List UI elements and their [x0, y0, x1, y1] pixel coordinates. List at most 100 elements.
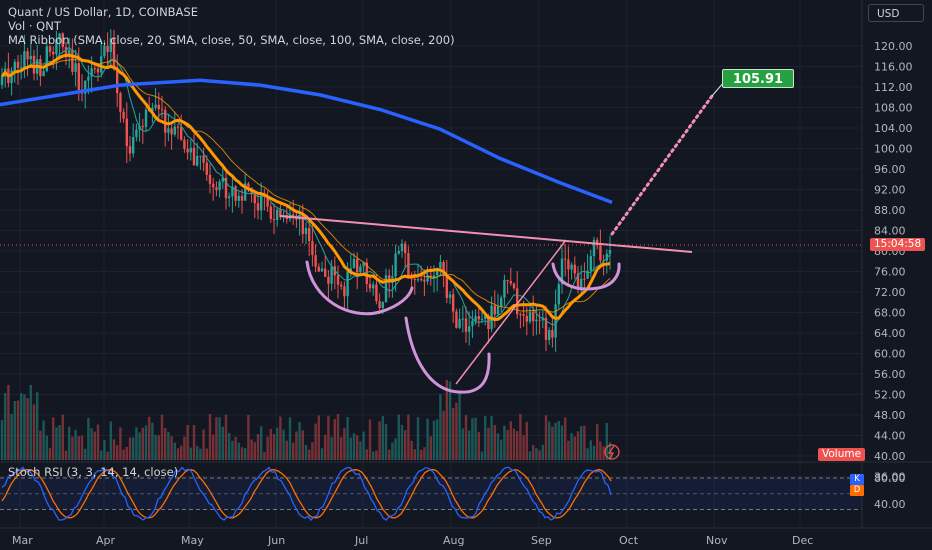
candle-body — [42, 71, 45, 77]
candle-body — [362, 262, 365, 267]
volume-bar — [602, 446, 605, 460]
volume-bar — [560, 425, 564, 460]
candle-body — [48, 46, 52, 52]
volume-bar — [500, 439, 503, 460]
candle-body — [32, 55, 36, 74]
volume-bar — [250, 439, 253, 460]
countdown-tag: 15:04:58 — [870, 238, 926, 251]
candle-body — [308, 227, 311, 242]
volume-bar — [605, 422, 608, 460]
candle-body — [548, 330, 551, 340]
volume-bar — [141, 427, 144, 460]
candle-body — [557, 284, 560, 305]
volume-bar — [346, 416, 349, 460]
candle-body — [58, 33, 61, 40]
volume-tag: Volume — [818, 448, 866, 461]
volume-bar — [429, 436, 432, 460]
moving-average-ribbon — [0, 46, 613, 326]
symbol-legend[interactable]: Quant / US Dollar, 1D, COINBASE — [8, 5, 198, 19]
candle-body — [394, 253, 397, 277]
volume-bar — [349, 437, 352, 460]
candle-body — [468, 326, 471, 332]
volume-bar — [532, 445, 535, 460]
candle-body — [68, 49, 71, 57]
candle-body — [506, 280, 509, 282]
volume-bar — [388, 449, 391, 460]
candle-body — [119, 93, 122, 112]
candle-body — [413, 279, 416, 281]
candle-body — [71, 49, 74, 72]
volume-bar — [279, 416, 282, 460]
volume-bar — [125, 446, 128, 460]
volume-bar — [138, 432, 141, 460]
candle-body — [522, 314, 525, 316]
candle-body — [596, 239, 599, 246]
candle-body — [605, 253, 608, 261]
volume-bar — [32, 404, 36, 460]
volume-bar — [535, 448, 538, 460]
volume-bar — [336, 414, 340, 460]
candle-body — [500, 297, 503, 307]
volume-bar — [413, 449, 416, 460]
volume-bar — [90, 428, 93, 460]
candle-body — [455, 311, 458, 328]
price-axis-label: 88.00 — [874, 204, 906, 217]
volume-bar — [180, 445, 183, 460]
left-shoulder-drawing — [305, 260, 414, 316]
volume-bar — [384, 424, 388, 460]
candle-body — [205, 162, 208, 175]
candle-body — [20, 67, 23, 69]
candle-body — [304, 227, 308, 235]
time-axis-label: Apr — [96, 534, 116, 547]
volume-bar — [253, 442, 256, 460]
candle-body — [23, 51, 26, 68]
volume-bar — [298, 421, 301, 460]
target-price-label[interactable]: 105.91 — [722, 69, 794, 88]
candle-body — [301, 215, 304, 235]
volume-bar — [394, 438, 397, 460]
volume-bar — [16, 400, 20, 460]
volume-bar — [183, 436, 186, 460]
volume-bar — [119, 427, 122, 460]
volume-bar — [282, 429, 285, 460]
candle-body — [474, 316, 477, 321]
price-axis-label: 84.00 — [874, 225, 906, 238]
price-axis-label: 120.00 — [874, 40, 913, 53]
volume-bar — [84, 448, 87, 460]
price-axis-label: 60.00 — [874, 348, 906, 361]
user-drawings[interactable] — [0, 81, 862, 460]
ma-ribbon-legend[interactable]: MA Ribbon (SMA, close, 20, SMA, close, 5… — [8, 33, 455, 47]
volume-bar — [576, 431, 580, 460]
candle-body — [45, 46, 48, 72]
candle-body — [196, 155, 199, 166]
candle-body — [144, 109, 148, 127]
stoch-rsi-legend[interactable]: Stoch RSI (3, 3, 14, 14, close) — [8, 465, 179, 479]
candle-body — [208, 174, 212, 184]
volume-bar — [516, 430, 519, 460]
candle-body — [135, 129, 138, 137]
volume-bar — [221, 426, 224, 460]
price-axis-label: 64.00 — [874, 327, 906, 340]
volume-bar — [509, 421, 512, 460]
volume-legend[interactable]: Vol · QNT — [8, 19, 61, 33]
volume-bar — [144, 425, 148, 460]
volume-bar — [74, 429, 77, 460]
candle-body — [432, 275, 436, 278]
candle-body — [212, 183, 215, 188]
currency-button[interactable]: USD — [868, 4, 924, 22]
price-axis-label: 68.00 — [874, 307, 906, 320]
volume-bar — [506, 429, 509, 460]
chart-grid — [0, 0, 862, 528]
price-axis-label: 36.00 — [874, 471, 906, 484]
candle-body — [439, 261, 442, 269]
candle-body — [378, 301, 381, 309]
volume-bar — [592, 445, 596, 460]
volume-bar — [128, 437, 132, 460]
volume-bar — [308, 449, 311, 460]
volume-bar — [525, 421, 528, 460]
volume-bar — [356, 435, 359, 460]
stoch-k-badge: K — [850, 474, 864, 485]
candle-body — [452, 294, 455, 312]
volume-bar — [237, 442, 240, 460]
